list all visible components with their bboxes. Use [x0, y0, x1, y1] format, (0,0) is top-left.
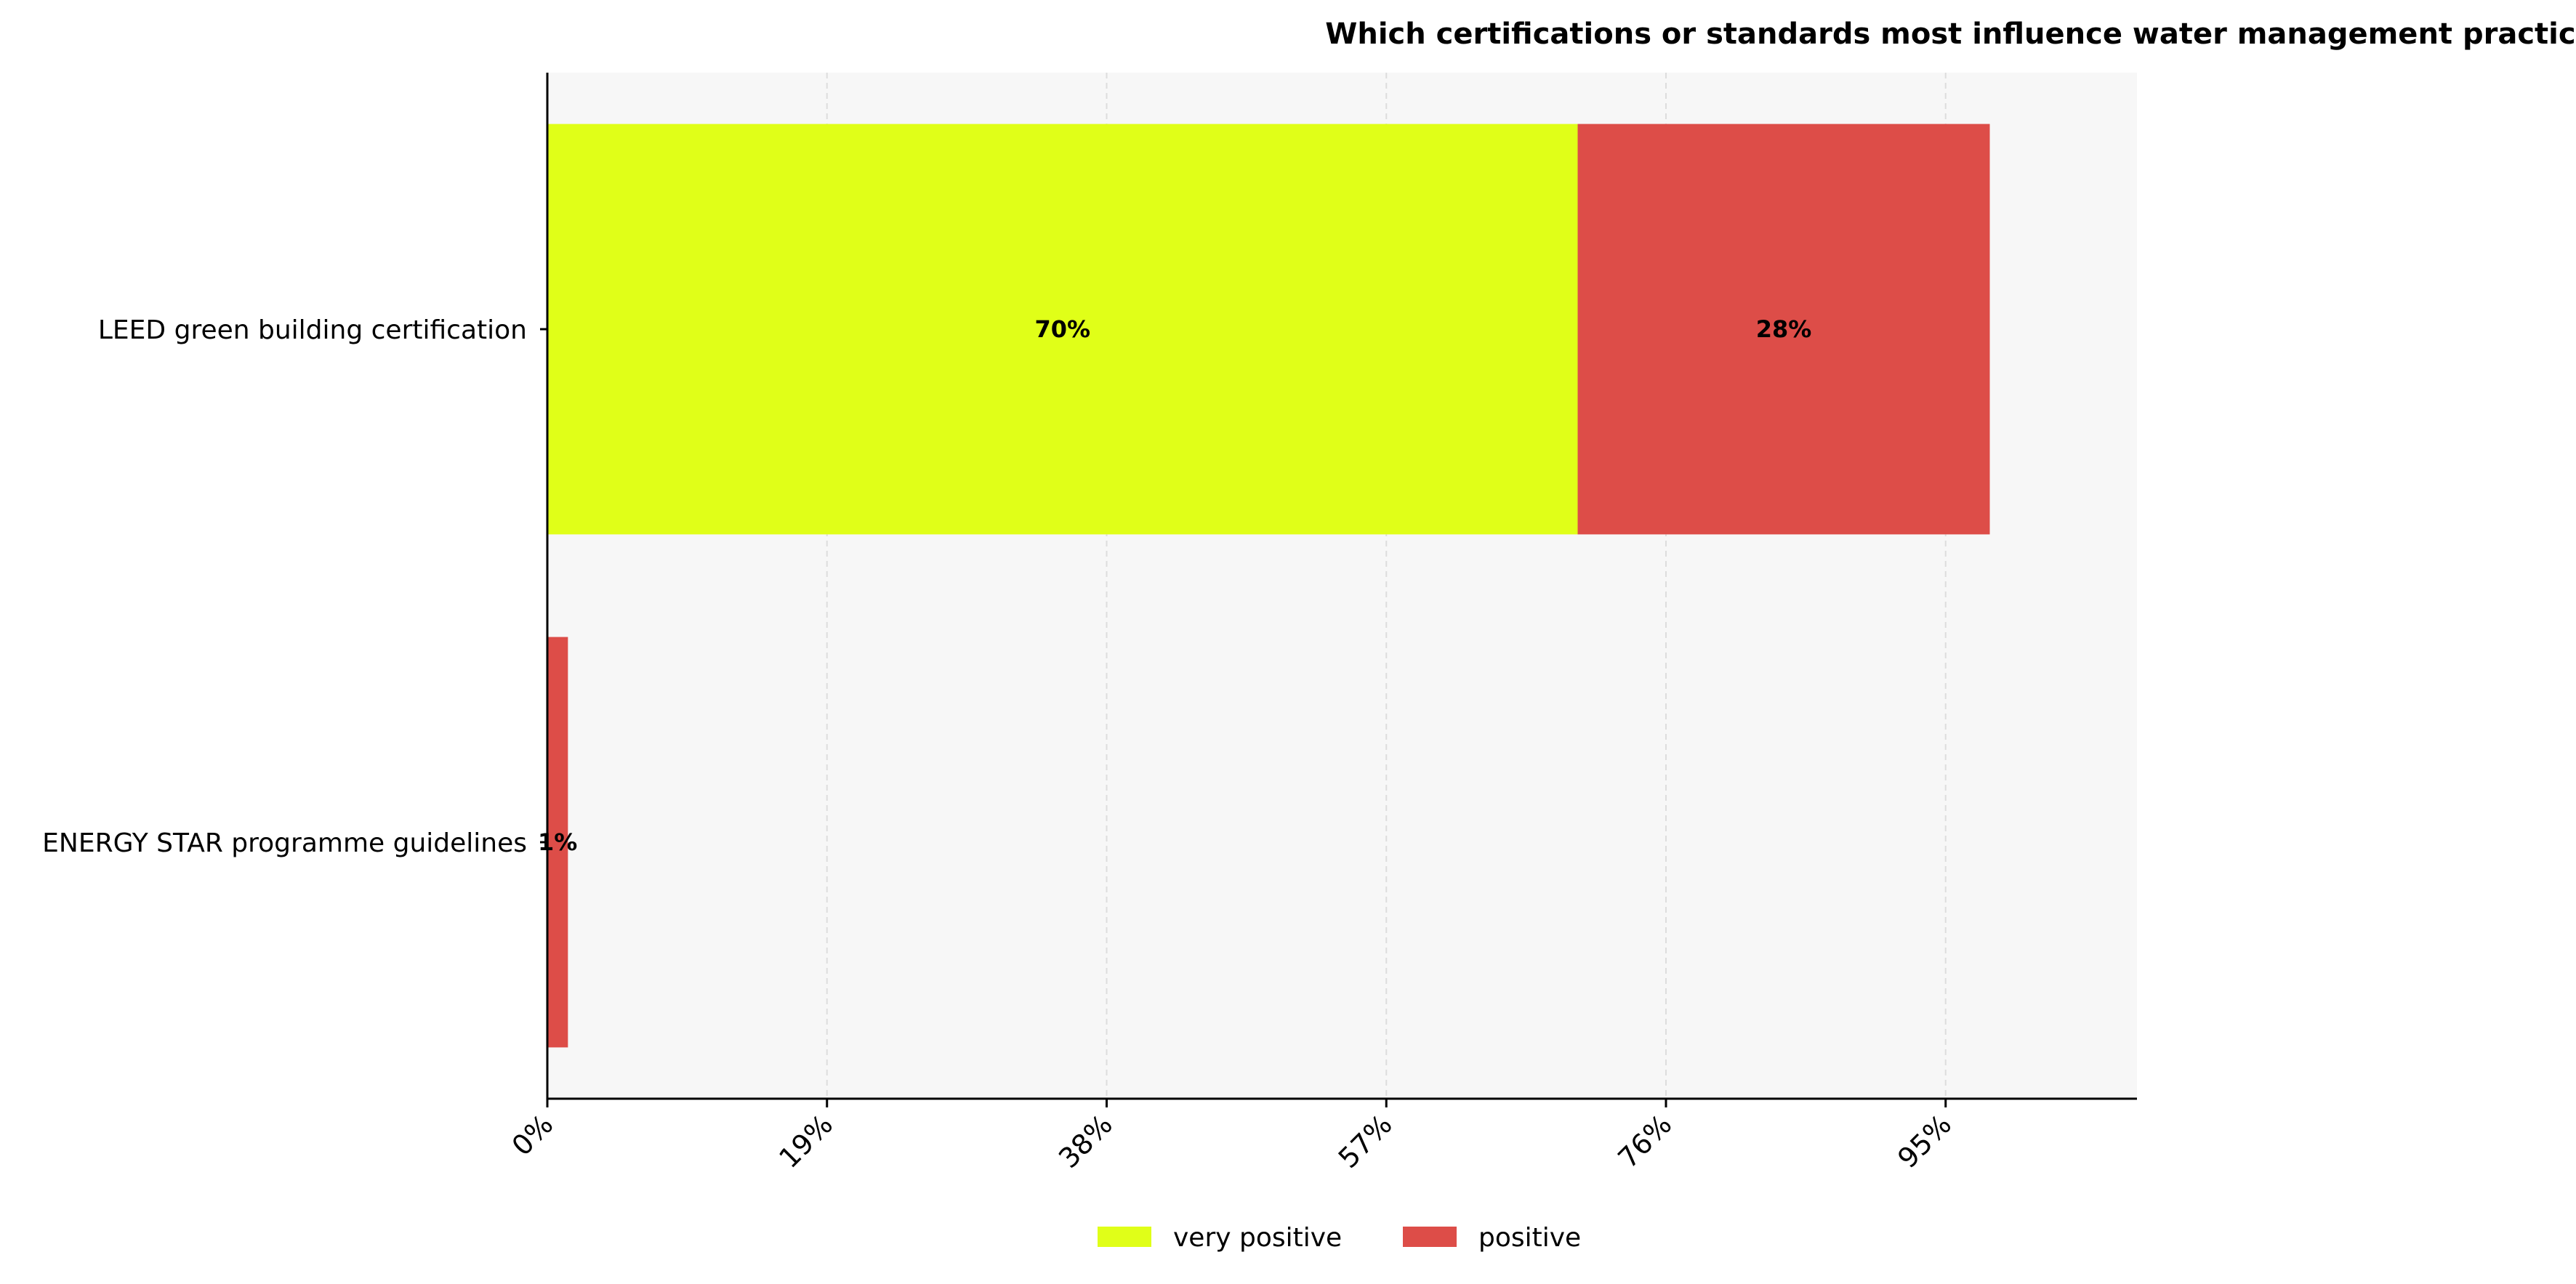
grid-lines	[826, 73, 1947, 1099]
bar	[1577, 124, 1990, 535]
data-label: 28%	[1756, 315, 1812, 343]
x-tick-label: 38%	[1052, 1108, 1119, 1174]
y-axis: LEED green building certification ENERGY …	[42, 315, 547, 858]
legend-swatch	[1098, 1227, 1151, 1247]
x-tick-label: 57%	[1332, 1108, 1398, 1174]
bar	[547, 637, 568, 1048]
legend-label: very positive	[1173, 1223, 1342, 1253]
data-label: 70%	[1034, 315, 1090, 343]
bars	[547, 124, 1990, 1048]
bar	[547, 124, 1578, 535]
x-tick-label: 76%	[1612, 1108, 1678, 1174]
chart-title: Which certifications or standards most i…	[1325, 17, 2576, 51]
legend-label: positive	[1478, 1223, 1581, 1253]
x-tick-label: 0%	[506, 1108, 560, 1162]
legend: very positive positive	[1098, 1223, 1581, 1253]
x-tick-label: 19%	[773, 1108, 839, 1174]
x-axis: 0% 19% 38% 57% 76% 95%	[506, 1099, 1957, 1174]
legend-swatch	[1403, 1227, 1457, 1247]
x-tick-label: 95%	[1891, 1108, 1957, 1174]
category-label: ENERGY STAR programme guidelines	[42, 828, 527, 858]
category-label: LEED green building certification	[98, 315, 527, 345]
